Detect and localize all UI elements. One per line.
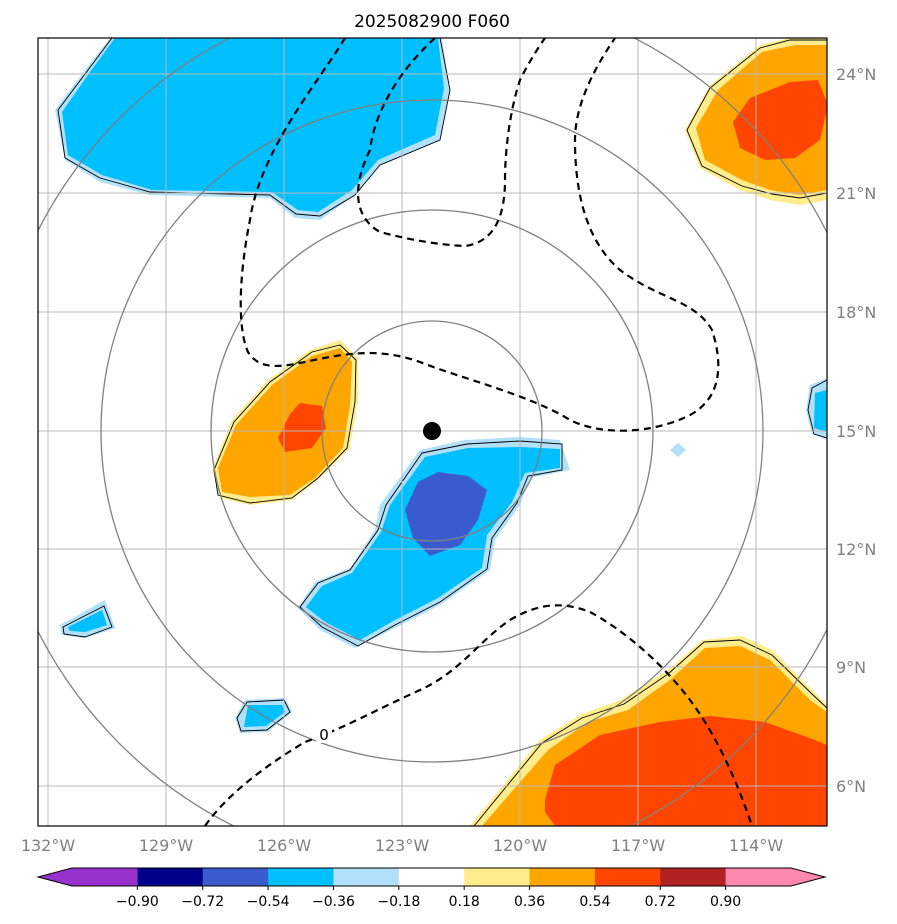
colorbar-under-arrow: [38, 868, 138, 886]
zero-contours: [204, 38, 754, 826]
lat-label: 24°N: [836, 65, 876, 84]
positive-region-southeast: [470, 636, 827, 826]
lat-label: 6°N: [836, 777, 866, 796]
negative-region-central: [298, 437, 570, 648]
lon-label: 120°W: [493, 836, 548, 855]
negative-region-small-west: [60, 600, 115, 638]
colorbar-segment: [660, 868, 727, 886]
range-ring-1: [321, 320, 543, 542]
zero-contour-south: [204, 604, 754, 826]
colorbar-tick-label: −0.54: [247, 894, 290, 910]
negative-region-northwest: [55, 38, 450, 220]
colorbar-outline: [36, 867, 827, 887]
zero-contour-label: 0: [319, 726, 329, 744]
lat-label: 21°N: [836, 184, 876, 203]
colorbar-tick-label: 0.90: [710, 894, 741, 910]
colorbar-over-arrow: [725, 868, 825, 886]
colorbar-segment: [202, 868, 269, 886]
lon-label: 132°W: [21, 836, 76, 855]
lat-label: 15°N: [836, 422, 876, 441]
colorbar-tick-label: 0.18: [449, 894, 480, 910]
lon-label: 129°W: [139, 836, 194, 855]
range-ring-3: [100, 99, 764, 763]
range-rings: [38, 38, 827, 826]
colorbar-segment: [398, 868, 465, 886]
positive-region-central-west: [212, 340, 358, 505]
lat-label: 9°N: [836, 658, 866, 677]
lon-label: 126°W: [257, 836, 312, 855]
lon-label: 117°W: [611, 836, 666, 855]
colorbar-segment: [268, 868, 334, 886]
colorbar-segment: [333, 868, 400, 886]
range-ring-2: [210, 209, 654, 653]
map-frame: [37, 37, 828, 827]
figure-title: 2025082900 F060: [354, 12, 510, 32]
colorbar-tick-label: −0.72: [181, 894, 224, 910]
colorbar-segment: [594, 868, 661, 886]
colorbar-tick-label: −0.36: [312, 894, 355, 910]
map-panel: 0: [38, 38, 827, 826]
colorbar-tick-label: 0.36: [514, 894, 545, 910]
colorbar-tick-label: −0.18: [377, 894, 420, 910]
storm-center-marker: [423, 422, 441, 440]
latitude-labels: 24°N 21°N 18°N 15°N 12°N 9°N 6°N: [836, 65, 876, 796]
zero-contour-inner: [356, 38, 546, 248]
lon-label: 114°W: [729, 836, 784, 855]
colorbar-segment: [137, 868, 204, 886]
filled-contours: [55, 38, 827, 826]
lon-label: 123°W: [375, 836, 430, 855]
colorbar-segment: [529, 868, 596, 886]
anomaly-outlines: [57, 38, 827, 826]
colorbar-tick-label: 0.72: [645, 894, 676, 910]
lat-label: 18°N: [836, 303, 876, 322]
colorbar-tick-label: −0.90: [116, 894, 159, 910]
longitude-labels: 132°W 129°W 126°W 123°W 120°W 117°W 114°…: [21, 836, 784, 855]
colorbar-tick-label: 0.54: [579, 894, 610, 910]
lat-label: 12°N: [836, 540, 876, 559]
contour-zero-label: 0: [316, 725, 332, 744]
colorbar: −0.90 −0.72 −0.54 −0.36 −0.18 0.18 0.36 0.54 0.7…: [36, 867, 827, 910]
colorbar-segment: [464, 868, 531, 886]
graticule: [38, 38, 827, 826]
